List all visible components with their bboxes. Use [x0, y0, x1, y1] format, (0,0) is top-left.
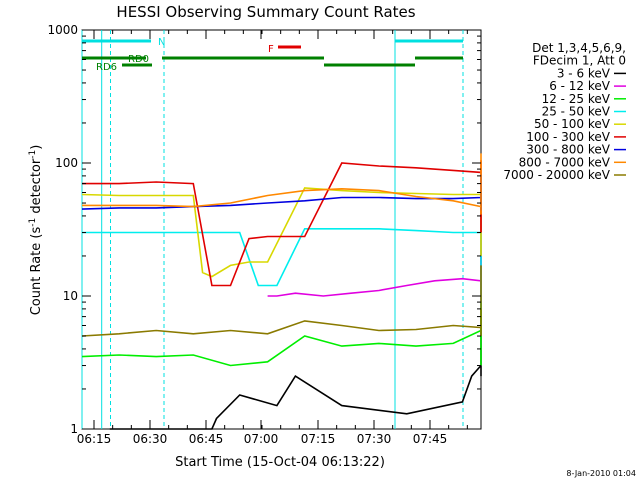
- annotation-label: F: [268, 44, 274, 55]
- series-line-7000-20000-kev: [81, 265, 482, 337]
- legend-header: Det 1,3,4,5,6,9,: [532, 41, 626, 55]
- series-line-12-25-kev: [81, 302, 482, 367]
- annotation-label: RD6: [96, 62, 117, 73]
- x-tick-label: 07:00: [244, 432, 279, 446]
- legend-label: 7000 - 20000 keV: [503, 168, 610, 182]
- x-tick-label: 07:15: [301, 432, 336, 446]
- y-tick-label: 1: [70, 422, 78, 436]
- legend-header: FDecim 1, Att 0: [533, 54, 626, 68]
- x-tick-label: 06:30: [133, 432, 168, 446]
- series-line-6-12-kev: [267, 205, 482, 303]
- footer-timestamp: 8-Jan-2010 01:04: [566, 469, 636, 478]
- legend-label: 25 - 50 keV: [542, 105, 611, 119]
- annotation-label: N: [158, 37, 165, 48]
- x-tick-label: 07:30: [357, 432, 392, 446]
- legend-label: 300 - 800 keV: [526, 143, 610, 157]
- x-tick-label: 06:15: [77, 432, 112, 446]
- legend-label: 6 - 12 keV: [549, 79, 611, 93]
- x-tick-label: 07:45: [413, 432, 448, 446]
- x-axis-label: Start Time (15-Oct-04 06:13:22): [175, 455, 385, 470]
- chart-title: HESSI Observing Summary Count Rates: [116, 3, 415, 21]
- legend-label: 50 - 100 keV: [534, 117, 611, 131]
- legend-label: 800 - 7000 keV: [519, 155, 611, 169]
- annotation-label: RD0: [128, 54, 149, 65]
- y-tick-label: 10: [63, 289, 78, 303]
- y-tick-label: 100: [55, 156, 78, 170]
- series-line-25-50-kev: [82, 228, 482, 309]
- legend-label: 100 - 300 keV: [526, 130, 610, 144]
- legend-label: 12 - 25 keV: [542, 92, 611, 106]
- y-tick-label: 1000: [47, 23, 78, 37]
- plot-frame: [81, 29, 482, 430]
- series-line-800-7000-kev: [82, 153, 482, 215]
- legend-label: 3 - 6 keV: [557, 66, 611, 80]
- x-tick-label: 06:45: [189, 432, 224, 446]
- series-line-100-300-kev: [82, 160, 482, 287]
- y-axis-label: Count Rate (s-1 detector-1): [28, 145, 44, 316]
